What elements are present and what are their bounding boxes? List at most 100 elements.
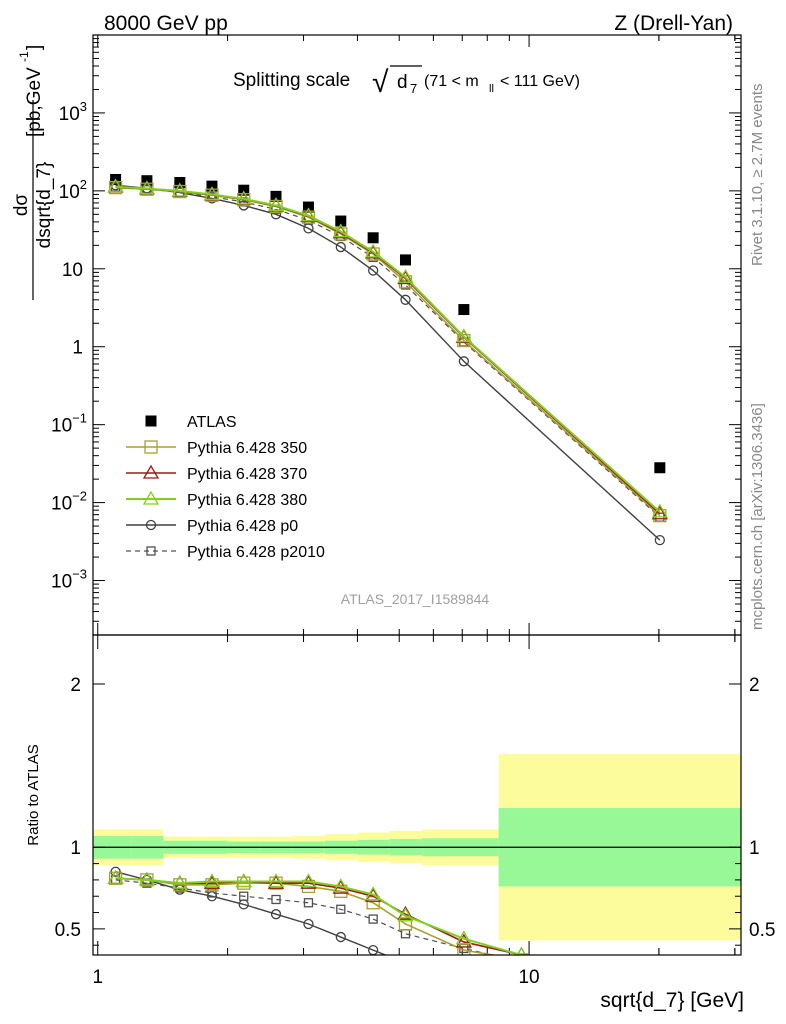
legend: ATLAS Pythia 6.428 350 Pythia 6.428 370 Pyt… — [126, 414, 325, 561]
xlabel: sqrt{d_7} [GeV] — [600, 989, 744, 1012]
top-axes: 10−3 10−2 10−1 1 10 102 103 — [51, 35, 741, 636]
legend-marker — [145, 519, 157, 531]
y-tick-label: 103 — [59, 99, 87, 125]
data-point — [651, 503, 668, 518]
ratio-point — [365, 886, 382, 901]
top-series — [107, 173, 668, 546]
title-cut-sub: ll — [489, 83, 494, 95]
ratio-point — [398, 917, 413, 931]
data-point — [301, 210, 316, 224]
header-right: Z (Drell-Yan) — [614, 12, 733, 35]
ratio-frame — [92, 634, 742, 956]
title-cut-suffix: < 111 GeV) — [500, 73, 580, 90]
legend-label: Pythia 6.428 380 — [187, 492, 307, 509]
ratio-y-tick-label-right: 2 — [749, 675, 760, 696]
ratio-point — [516, 946, 527, 955]
title-cut-prefix: (71 < m — [424, 73, 479, 90]
header-left: 8000 GeV pp — [104, 12, 228, 35]
ratio-point — [267, 873, 285, 888]
data-point — [270, 190, 282, 202]
data-point — [335, 215, 347, 227]
ratio-point — [303, 918, 314, 930]
data-point — [332, 223, 349, 238]
ratio-point — [400, 929, 411, 939]
legend-label: Pythia 6.428 p0 — [187, 518, 298, 535]
x-tick-label: 10 — [518, 967, 539, 988]
y-tick-label: 102 — [59, 177, 87, 203]
ylabel-units: [pb,GeV — [24, 67, 45, 137]
ratio-point — [455, 930, 472, 945]
legend-label: ATLAS — [187, 414, 237, 431]
ratio-line — [115, 879, 496, 955]
ratio-point — [300, 873, 317, 888]
data-point — [238, 184, 250, 196]
ratio-series — [107, 866, 529, 981]
ratio-point — [517, 958, 525, 966]
legend-marker — [146, 546, 156, 556]
data-point — [267, 197, 285, 212]
ratio-y-tick-label: 1 — [70, 838, 81, 859]
ratio-point — [138, 871, 156, 886]
ratio-point — [401, 959, 410, 968]
series-line — [115, 185, 661, 513]
legend-marker — [144, 440, 158, 454]
ratio-point — [365, 887, 382, 902]
legend-label: Pythia 6.428 350 — [187, 440, 307, 457]
ratio-y-tick-label: 2 — [70, 675, 81, 696]
data-point — [203, 186, 221, 201]
legend-marker — [145, 415, 157, 427]
ratio-point — [397, 907, 414, 922]
legend-label: Pythia 6.428 370 — [187, 466, 307, 483]
data-point — [171, 182, 188, 197]
ratio-point — [332, 878, 349, 893]
y-tick-label: 10 — [62, 260, 83, 281]
ratio-series-group — [107, 866, 529, 981]
legend-label: Pythia 6.428 p2010 — [187, 544, 325, 561]
ratio-line — [115, 877, 522, 955]
ratio-point — [336, 904, 346, 914]
ratio-point — [107, 869, 124, 884]
ylabel-denominator: dsqrt{d_7} — [34, 162, 55, 249]
data-point — [397, 270, 414, 285]
data-point — [651, 505, 668, 520]
y-tick-label: 10−2 — [51, 489, 87, 515]
y-tick-label: 10−1 — [51, 411, 87, 437]
ratio-point — [270, 909, 282, 920]
ratio-point — [459, 972, 468, 981]
ylabel-ratio: Ratio to ATLAS — [25, 744, 42, 845]
title-variable: d — [397, 72, 408, 93]
mcplots-label: mcplots.cern.ch [arXiv:1306.3436] — [749, 403, 766, 630]
legend-marker — [142, 490, 160, 505]
ratio-point — [173, 878, 187, 892]
y-tick-label: 1 — [72, 338, 83, 359]
ratio-point — [514, 953, 529, 955]
ratio-point — [455, 933, 472, 948]
ylabel-units-close: ] — [24, 45, 45, 50]
ratio-point — [239, 891, 249, 901]
title-variable-sub: 7 — [410, 81, 417, 96]
x-tick-label: 1 — [92, 967, 103, 988]
y-tick-label: 10−3 — [51, 567, 87, 593]
data-point — [174, 177, 186, 189]
ratio-point — [368, 914, 378, 924]
data-point — [138, 180, 156, 195]
data-point — [367, 265, 379, 276]
ratio-y-tick-label-right: 0.5 — [749, 920, 775, 941]
data-point — [400, 294, 411, 305]
ratio-point — [207, 888, 217, 898]
data-point — [206, 180, 218, 192]
plot-title-main: Splitting scale — [233, 70, 350, 91]
data-point — [654, 534, 665, 546]
sqrt-symbol: √ — [372, 66, 389, 99]
ratio-point — [303, 898, 314, 908]
ratio-point — [335, 931, 346, 943]
ratio-y-tick-label-right: 1 — [749, 838, 760, 859]
data-point — [458, 356, 470, 367]
data-point — [654, 462, 666, 474]
ratio-point — [237, 876, 251, 890]
ylabel-numerator: dσ — [11, 194, 32, 217]
ratio-point — [271, 894, 281, 905]
ylabel-top: dσ dsqrt{d_7} [pb,GeV -1 ] — [11, 45, 55, 300]
ratio-point — [171, 874, 188, 889]
